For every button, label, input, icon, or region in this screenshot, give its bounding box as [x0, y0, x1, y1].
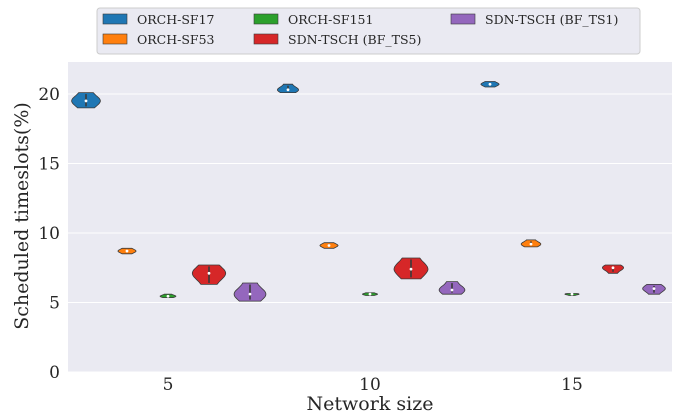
legend-label: ORCH-SF151	[288, 12, 373, 27]
y-tick-label: 0	[49, 363, 60, 383]
violin-median	[84, 99, 88, 103]
violin-median	[409, 267, 413, 271]
legend-label: ORCH-SF53	[137, 32, 215, 47]
plot-background	[68, 62, 672, 372]
y-tick-labels: 0 5 10 15 20	[38, 85, 60, 383]
y-tick-label: 20	[38, 85, 60, 105]
violin-median	[286, 88, 290, 92]
violin-median	[529, 242, 533, 246]
legend-label: ORCH-SF17	[137, 12, 215, 27]
violins	[71, 81, 666, 302]
violin-median	[652, 287, 656, 290]
x-tick-label: 5	[163, 375, 174, 395]
y-axis-label: Scheduled timeslots(%)	[11, 102, 33, 330]
y-tick-label: 10	[38, 224, 60, 244]
violin-median	[248, 292, 252, 296]
legend: ORCH-SF17 ORCH-SF53 ORCH-SF151 SDN-TSCH (BF…	[96, 7, 641, 55]
violin-median	[488, 82, 492, 86]
gridlines	[68, 93, 672, 373]
legend-swatch	[253, 33, 279, 45]
x-tick-label: 15	[561, 375, 583, 395]
legend-frame	[96, 7, 641, 55]
violin-median	[450, 288, 454, 292]
violin-median	[207, 271, 211, 275]
violin-median	[611, 266, 615, 270]
legend-swatch	[450, 13, 476, 25]
violin-median	[125, 249, 129, 253]
x-tick-labels: 5 10 15	[163, 375, 583, 395]
violin-median	[166, 294, 170, 298]
x-tick-label: 10	[359, 375, 381, 395]
y-tick-label: 15	[38, 154, 60, 174]
violin-median	[368, 292, 372, 296]
legend-swatch	[253, 13, 279, 25]
y-tick-label: 5	[49, 293, 60, 313]
violin-median	[327, 244, 331, 247]
x-axis-label: Network size	[307, 393, 434, 415]
legend-swatch	[102, 33, 128, 45]
legend-label: SDN-TSCH (BF_TS5)	[288, 32, 421, 47]
violin-median	[570, 292, 574, 296]
legend-swatch	[102, 13, 128, 25]
legend-label: SDN-TSCH (BF_TS1)	[485, 12, 618, 27]
